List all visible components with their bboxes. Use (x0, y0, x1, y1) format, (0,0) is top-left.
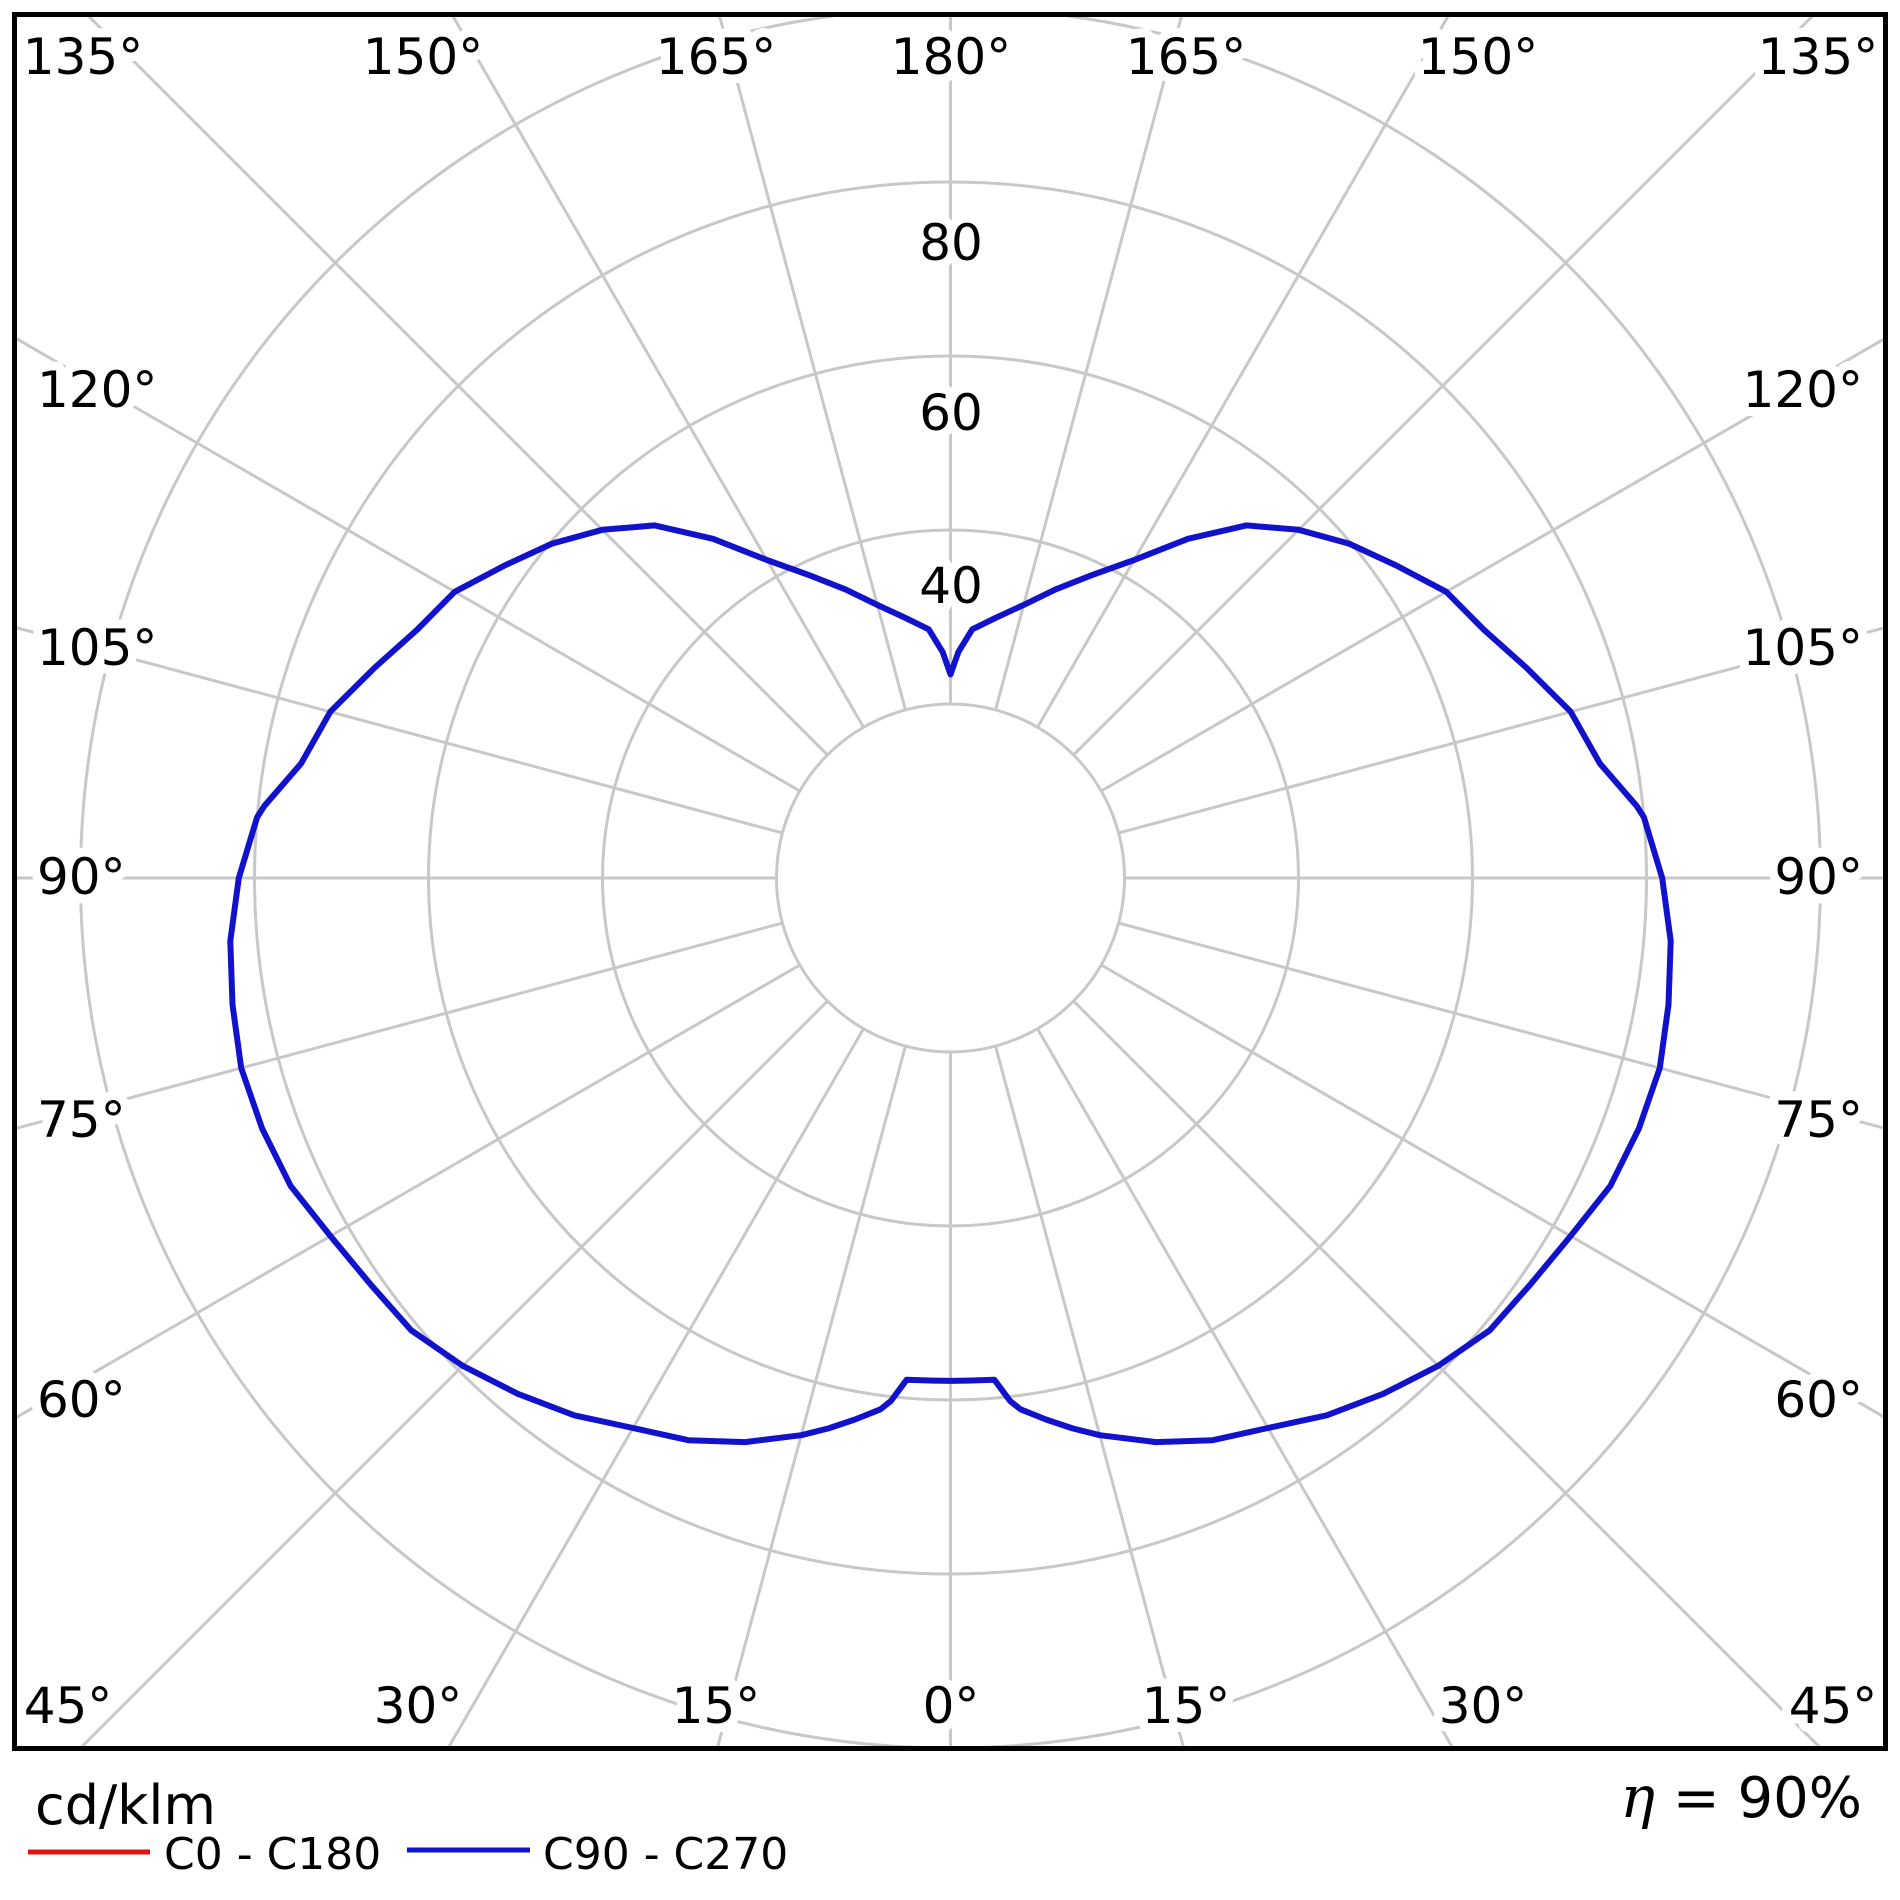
grid-spoke-105 (1118, 626, 1883, 835)
angle-label-12: 120° (1743, 361, 1863, 419)
angle-label-17: 45° (24, 1677, 113, 1735)
efficiency-label: η = 90% (1620, 1763, 1862, 1831)
grid-spoke-120 (1100, 337, 1883, 793)
angle-label-20: 0° (923, 1677, 980, 1735)
grid-spoke-75 (1118, 921, 1883, 1130)
angle-label-1: 150° (363, 28, 483, 86)
grid-spoke-210 (451, 17, 865, 729)
angle-label-13: 105° (1743, 619, 1863, 677)
legend-label-c90-c270: C90 - C270 (543, 1829, 788, 1880)
grid-spoke-300 (17, 963, 801, 1419)
grid-spoke-225 (87, 17, 829, 757)
grid-spoke-60 (1100, 963, 1883, 1419)
grid-spoke-150 (1036, 17, 1450, 729)
angle-label-15: 75° (1774, 1091, 1863, 1149)
angle-label-9: 90° (37, 848, 126, 906)
angle-label-5: 150° (1418, 28, 1538, 86)
angle-label-16: 60° (1774, 1371, 1863, 1429)
ring-label-80: 80 (919, 214, 983, 272)
angle-label-7: 120° (37, 361, 157, 419)
angle-label-4: 165° (1126, 28, 1246, 86)
grid-spoke-240 (17, 337, 801, 793)
grid-spoke-255 (17, 626, 783, 835)
grid-spoke-30 (1036, 1027, 1454, 1746)
legend-label-c0-c180: C0 - C180 (164, 1829, 381, 1880)
grid-spoke-165 (994, 17, 1183, 711)
chart-footer: cd/klm C0 - C180 C90 - C270 η = 90% (28, 1763, 1862, 1880)
grid-spoke-315 (80, 999, 829, 1746)
grid-spoke-45 (1072, 999, 1821, 1746)
grid-spoke-135 (1072, 17, 1814, 757)
grid-spoke-345 (716, 1045, 907, 1746)
ring-label-40: 40 (919, 557, 983, 615)
angle-label-6: 135° (1758, 28, 1878, 86)
plot-border (12, 12, 1888, 1751)
angle-label-14: 90° (1774, 848, 1863, 906)
curve-c90-c270 (227, 522, 1674, 1446)
axis-labels: 135° 150° 165° 180° 165° 150° 135° 120° 105° 90° 7… (14, 19, 1887, 1744)
angle-label-10: 75° (37, 1091, 126, 1149)
ring-label-60: 60 (919, 384, 983, 442)
unit-label: cd/klm (35, 1774, 216, 1837)
angle-label-22: 30° (1439, 1677, 1528, 1735)
angle-label-2: 165° (656, 28, 776, 86)
angle-label-8: 105° (37, 619, 157, 677)
grid-spoke-195 (718, 17, 907, 711)
eta-value: = 90% (1655, 1766, 1862, 1831)
angle-label-3: 180° (891, 28, 1011, 86)
angle-label-23: 45° (1789, 1677, 1878, 1735)
grid-spoke-285 (17, 921, 783, 1130)
grid-ring-20 (775, 702, 1126, 1054)
intensity-curves (227, 522, 1674, 1446)
angle-label-11: 60° (37, 1371, 126, 1429)
angle-label-18: 30° (374, 1677, 463, 1735)
grid-spoke-15 (994, 1045, 1185, 1746)
angle-label-19: 15° (672, 1677, 761, 1735)
grid-spoke-330 (447, 1027, 865, 1746)
eta-symbol: η (1620, 1763, 1655, 1831)
angle-label-21: 15° (1142, 1677, 1231, 1735)
angle-label-0: 135° (23, 28, 143, 86)
